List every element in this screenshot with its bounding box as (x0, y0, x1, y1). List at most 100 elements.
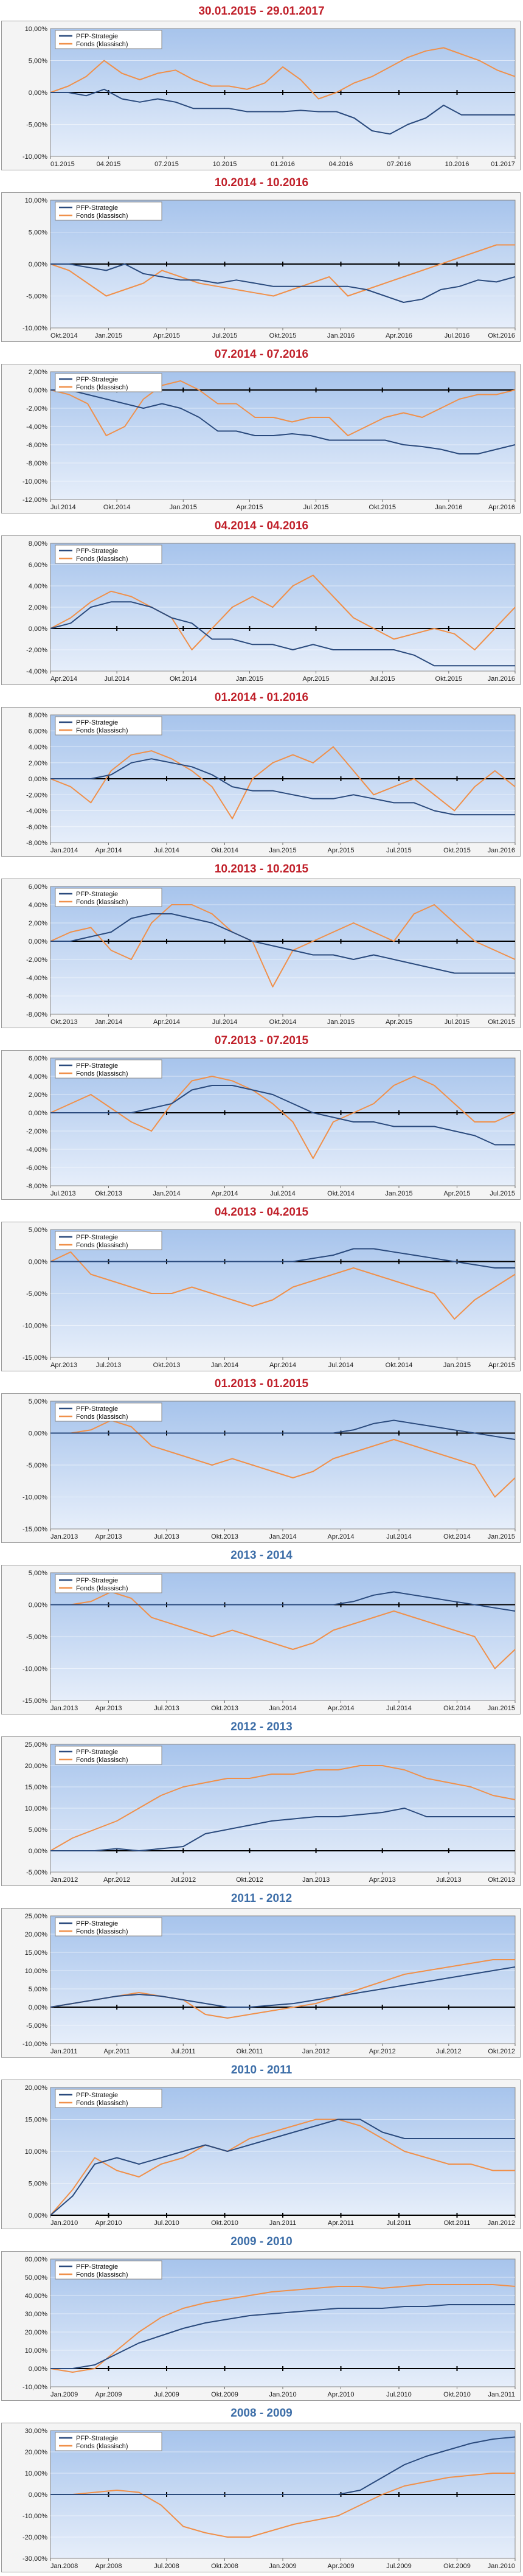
x-tick-label: Apr.2010 (95, 2219, 122, 2227)
x-tick-label: Jan.2014 (269, 1533, 296, 1540)
x-tick-label: Jan.2015 (269, 847, 296, 854)
y-tick-label: 5,00% (29, 229, 47, 237)
line-chart: 6,00% 4,00% 2,00% 0,00% -2,00% -4,00% -6,00% -8… (26, 1055, 516, 1197)
y-tick-label: 10,00% (25, 197, 48, 204)
x-tick-label: Jan.2015 (488, 1705, 515, 1712)
legend-label: Fonds (klassisch) (76, 1928, 128, 1935)
x-tick-label: Apr.2009 (327, 2563, 354, 2570)
x-tick-label: Okt.2015 (269, 332, 297, 339)
y-tick-label: 15,00% (25, 1784, 48, 1791)
x-tick-label: Apr.2014 (269, 1362, 296, 1369)
x-tick-label: Okt.2012 (236, 1876, 263, 1884)
x-tick-label: 10.2015 (213, 161, 237, 168)
y-tick-label: -6,00% (26, 993, 47, 1000)
x-tick-label: 04.2016 (329, 161, 353, 168)
x-tick-label: Jul.2015 (303, 504, 329, 511)
y-tick-label: 6,00% (29, 728, 47, 735)
x-tick-label: Jan.2015 (236, 675, 263, 683)
x-tick-label: Apr.2010 (327, 2391, 354, 2398)
legend-label: PFP-Strategie (76, 376, 118, 383)
legend-label: PFP-Strategie (76, 548, 118, 555)
y-tick-label: 20,00% (25, 2084, 48, 2092)
legend-label: Fonds (klassisch) (76, 2443, 128, 2450)
x-tick-label: Okt.2016 (488, 332, 515, 339)
chart-title: 2009 - 2010 (230, 2235, 293, 2248)
x-tick-label: Jul.2015 (445, 1018, 470, 1026)
series-line-pfp (50, 2118, 515, 2216)
chart-frame: 5,00% 0,00% -5,00% -10,00% -15,00% Jan.2013 Ap… (1, 1393, 521, 1543)
x-tick-label: 01.2017 (491, 161, 515, 168)
chart-title: 2008 - 2009 (230, 2407, 293, 2420)
x-tick-label: Apr.2015 (303, 675, 330, 683)
y-tick-label: -5,00% (26, 1634, 47, 1641)
x-tick-label: Okt.2015 (488, 1018, 515, 1026)
y-tick-label: 5,00% (29, 58, 47, 65)
x-tick-label: Okt.2008 (211, 2563, 238, 2570)
legend-box (55, 30, 162, 49)
line-chart: 5,00% 0,00% -5,00% -10,00% -15,00%Jan.2013 Ap… (23, 1398, 516, 1540)
chart-frame: 6,00% 4,00% 2,00% 0,00% -2,00% -4,00% -6,00% -8… (1, 1050, 521, 1200)
x-tick-label: Jul.2015 (490, 1190, 515, 1197)
y-tick-label: 6,00% (29, 883, 47, 891)
x-tick-label: Apr.2008 (95, 2563, 122, 2570)
y-tick-label: 20,00% (25, 1763, 48, 1770)
plot-area (50, 371, 516, 500)
x-tick-label: Okt.2013 (211, 1705, 238, 1712)
x-tick-label: Jan.2016 (327, 332, 355, 339)
series-line-pfp (50, 913, 515, 974)
y-tick-label: 30,00% (25, 2428, 48, 2435)
series-line-fonds (50, 2473, 515, 2538)
chart-panel: 10.2014 - 10.2016 10,00% 5,00% 0,00% -5,00% -… (0, 174, 523, 346)
chart-frame: 2,00% 0,00% -2,00% -4,00% -6,00% -8,00% -10,00… (1, 364, 521, 513)
series-line-pfp (50, 1591, 516, 1612)
x-tick-label: Okt.2013 (488, 1876, 515, 1884)
legend-box (55, 1917, 162, 1937)
series-line-fonds (50, 47, 516, 100)
line-chart: 6,00% 4,00% 2,00% 0,00% -2,00% -4,00% -6,00% -8… (26, 883, 516, 1026)
legend-box (55, 1574, 162, 1593)
x-tick-label: Jul.2010 (154, 2219, 179, 2227)
x-tick-label: Jul.2015 (370, 675, 395, 683)
series-line-fonds (50, 1251, 516, 1320)
legend-label: PFP-Strategie (76, 2263, 118, 2271)
y-tick-label: 15,00% (25, 2117, 48, 2124)
y-tick-label: 40,00% (25, 2292, 48, 2300)
y-tick-label: -8,00% (26, 840, 47, 847)
x-tick-label: Jul.2015 (212, 332, 238, 339)
x-tick-label: Jan.2010 (269, 2391, 296, 2398)
legend-label: Fonds (klassisch) (76, 899, 128, 906)
x-tick-label: Jan.2016 (435, 504, 462, 511)
x-tick-label: Jul.2014 (386, 1533, 412, 1540)
y-tick-label: 0,00% (29, 938, 47, 945)
legend-label: Fonds (klassisch) (76, 384, 128, 391)
chart-frame: 8,00% 6,00% 4,00% 2,00% 0,00% -2,00% -4,00% -6,… (1, 707, 521, 857)
series-line-pfp (50, 2436, 516, 2495)
y-tick-label: 0,00% (29, 1848, 47, 1855)
x-tick-label: Jan.2010 (488, 2563, 515, 2570)
chart-title: 10.2013 - 10.2015 (214, 863, 309, 875)
series-line-fonds (50, 746, 516, 820)
y-tick-label: 20,00% (25, 2449, 48, 2456)
x-tick-label: Apr.2015 (488, 1362, 515, 1369)
line-chart: 5,00% 0,00% -5,00% -10,00% -15,00%Apr.2013 Ju… (23, 1227, 516, 1369)
y-tick-label: 20,00% (25, 2329, 48, 2336)
legend-box (55, 545, 162, 564)
chart-frame: 60,00% 50,00% 40,00% 30,00% 20,00% 10,00% 0,00… (1, 2251, 521, 2401)
x-tick-label: Jul.2011 (171, 2048, 196, 2055)
x-tick-label: Jul.2014 (104, 675, 130, 683)
y-tick-label: -10,00% (23, 478, 47, 486)
x-tick-label: Apr.2014 (153, 1018, 180, 1026)
y-tick-label: -15,00% (23, 1354, 47, 1362)
x-tick-label: Apr.2014 (50, 675, 77, 683)
chart-title: 04.2013 - 04.2015 (214, 1206, 309, 1219)
y-tick-label: -2,00% (26, 792, 47, 799)
chart-title: 01.2013 - 01.2015 (214, 1377, 309, 1390)
series-line-pfp (50, 601, 515, 667)
y-tick-label: 5,00% (29, 1398, 47, 1405)
y-tick-label: 30,00% (25, 2311, 48, 2318)
